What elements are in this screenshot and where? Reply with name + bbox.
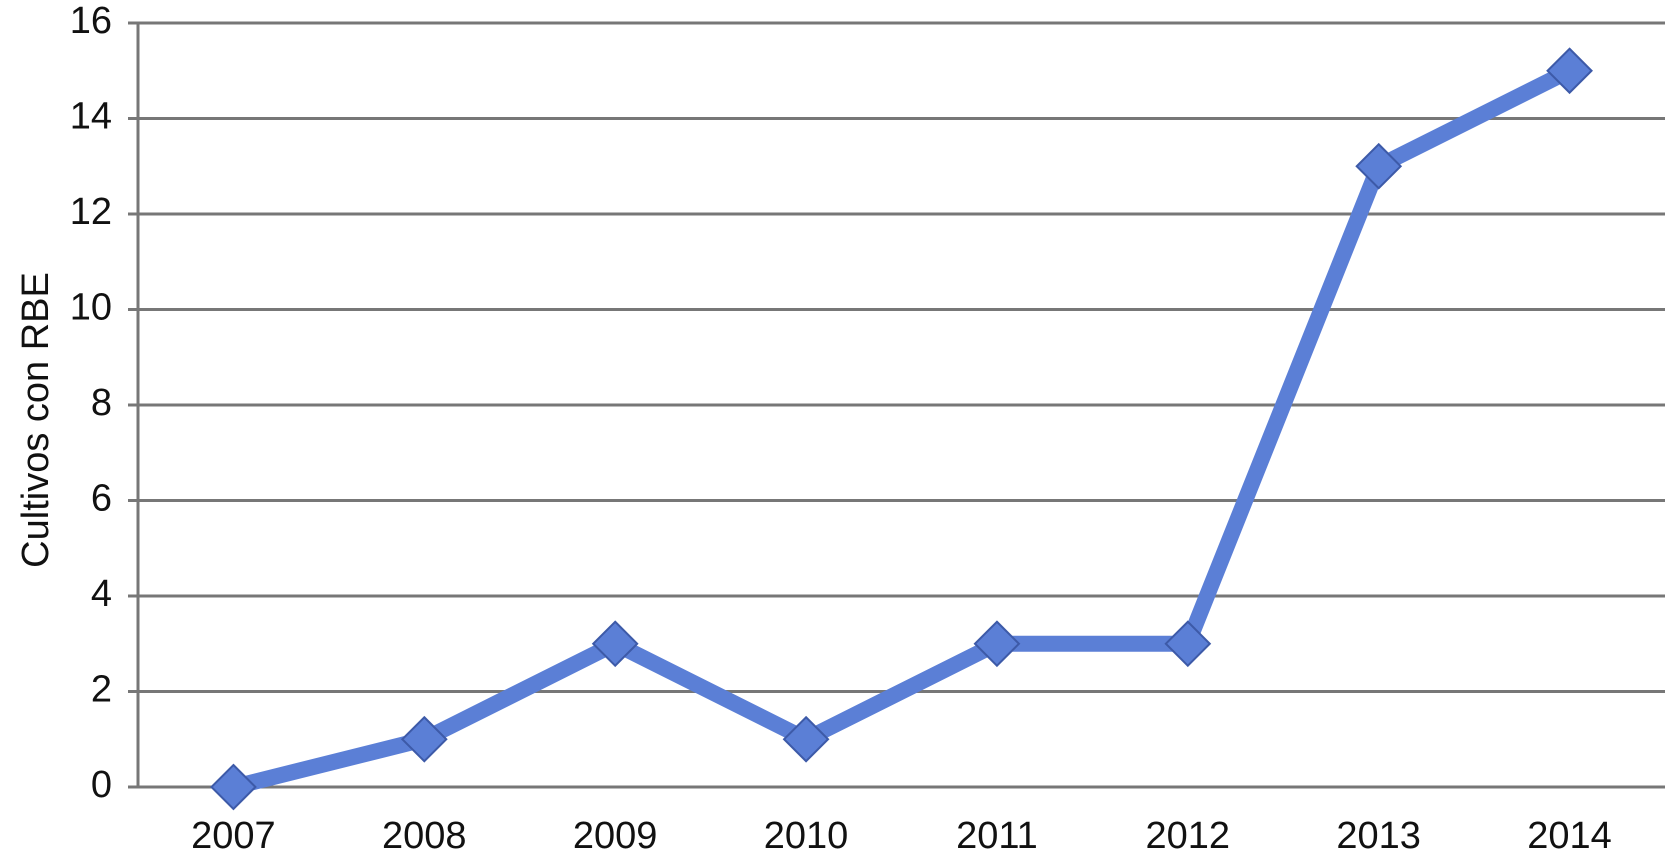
data-marker	[400, 715, 448, 763]
y-tick-label: 2	[91, 669, 112, 711]
data-line	[231, 63, 1574, 795]
x-tick-label: 2012	[1146, 815, 1231, 857]
data-marker	[1546, 47, 1593, 95]
data-marker	[1164, 620, 1212, 668]
data-marker	[591, 620, 639, 668]
data-marker	[782, 715, 830, 763]
x-tick-label: 2007	[191, 815, 276, 857]
data-marker	[210, 763, 257, 811]
y-tick-label: 0	[91, 764, 112, 806]
x-tick-label: 2008	[382, 815, 467, 857]
x-tick-label: 2010	[764, 815, 849, 857]
y-tick-label: 14	[70, 96, 112, 138]
y-tick-label: 10	[70, 287, 112, 329]
x-tick-label: 2013	[1336, 815, 1421, 857]
x-tick-label: 2009	[573, 815, 658, 857]
y-tick-label: 6	[91, 478, 112, 520]
x-tick-label: 2014	[1527, 815, 1612, 857]
y-axis-label: Cultivos con RBE	[15, 272, 57, 568]
data-marker	[1355, 142, 1403, 190]
y-tick-label: 12	[70, 191, 112, 233]
y-tick-label: 4	[91, 573, 112, 615]
data-marker	[973, 620, 1021, 668]
y-tick-label: 16	[70, 0, 112, 42]
y-tick-label: 8	[91, 382, 112, 424]
x-tick-label: 2011	[956, 815, 1038, 857]
